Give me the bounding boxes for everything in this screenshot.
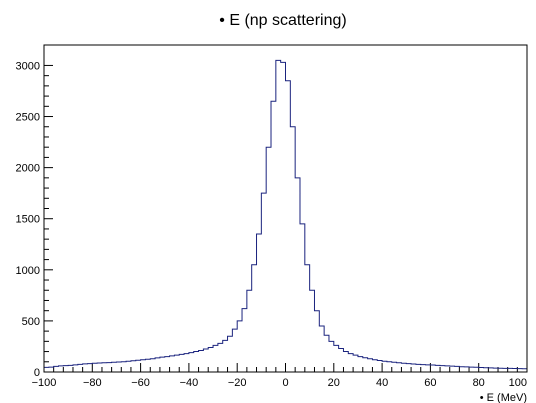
x-tick-label: 40 [376,377,388,389]
y-tick-label: 0 [34,367,40,379]
x-tick-label: 80 [473,377,485,389]
x-tick-label: −20 [228,377,247,389]
x-tick-label: 0 [282,377,288,389]
plot-frame [43,44,528,373]
y-tick-label: 500 [22,316,40,328]
x-axis-label: • E (MeV) [480,392,527,403]
y-tick-label: 1500 [16,214,40,226]
y-tick-label: 2000 [16,163,40,175]
histogram-series-line [44,59,527,370]
x-tick-label: −80 [83,377,102,389]
x-axis-ticks: −100 −80 −60 −40 −20 0 20 40 60 80 100 [32,363,528,389]
chart-title: • E (np scattering) [219,12,346,29]
x-tick-label: 60 [424,377,436,389]
y-tick-label: 2500 [16,112,40,124]
x-tick-label: 20 [328,377,340,389]
x-tick-label: −100 [32,377,57,389]
y-axis-ticks: 0 500 1000 1500 2000 2500 3000 [16,60,53,379]
y-tick-label: 3000 [16,60,40,72]
x-tick-label: 100 [509,377,527,389]
x-tick-label: −60 [131,377,150,389]
x-tick-label: −40 [180,377,199,389]
y-tick-label: 1000 [16,265,40,277]
